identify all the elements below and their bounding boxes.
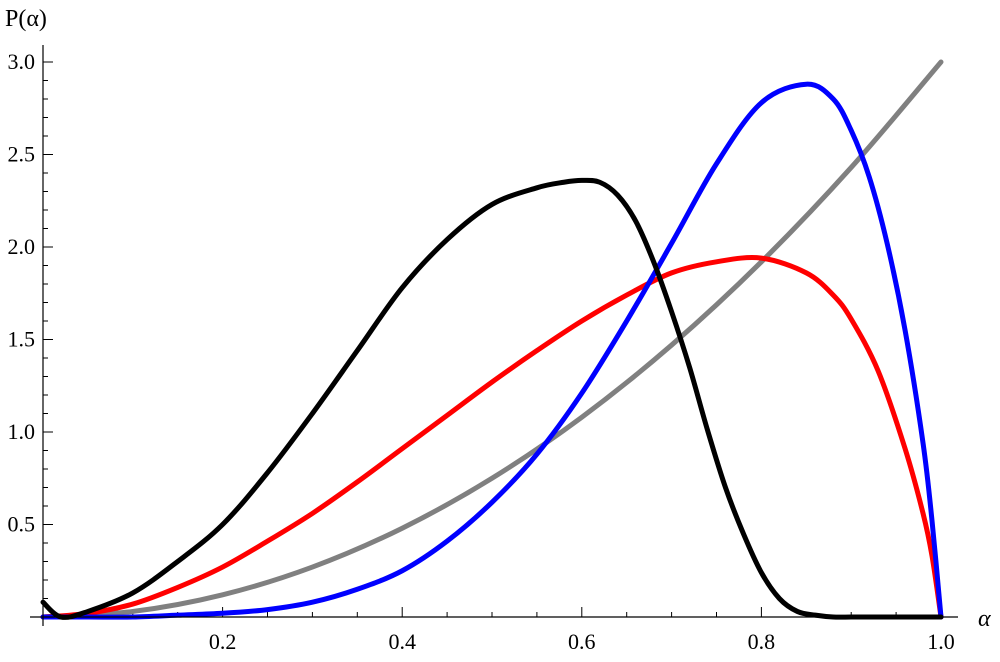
x-axis-title: α bbox=[978, 606, 991, 632]
y-tick-label: 1.0 bbox=[8, 419, 36, 444]
series-line-2 bbox=[40, 81, 944, 620]
x-tick-label: 1.0 bbox=[927, 629, 955, 654]
y-tick-label: 0.5 bbox=[8, 512, 36, 537]
y-tick-label: 2.0 bbox=[8, 234, 36, 259]
x-tick-label: 0.2 bbox=[209, 629, 237, 654]
y-tick-label: 1.5 bbox=[8, 327, 36, 352]
x-tick-label: 0.4 bbox=[388, 629, 416, 654]
ticks-layer bbox=[43, 61, 942, 617]
series-line-1 bbox=[40, 255, 944, 620]
series-line-3 bbox=[40, 59, 944, 620]
series-line-0 bbox=[40, 177, 944, 620]
y-axis-title: P(α) bbox=[5, 6, 47, 32]
y-tick-label: 2.5 bbox=[8, 142, 36, 167]
y-tick-label: 3.0 bbox=[8, 49, 36, 74]
axes-layer bbox=[30, 45, 958, 626]
tick-labels-layer: 0.2 0.4 0.6 0.8 1.0 0.5 1.0 1.5 2.0 2.5 3.0 bbox=[8, 49, 955, 654]
x-tick-label: 0.6 bbox=[568, 629, 596, 654]
x-tick-label: 0.8 bbox=[748, 629, 776, 654]
series-layer bbox=[40, 59, 944, 620]
